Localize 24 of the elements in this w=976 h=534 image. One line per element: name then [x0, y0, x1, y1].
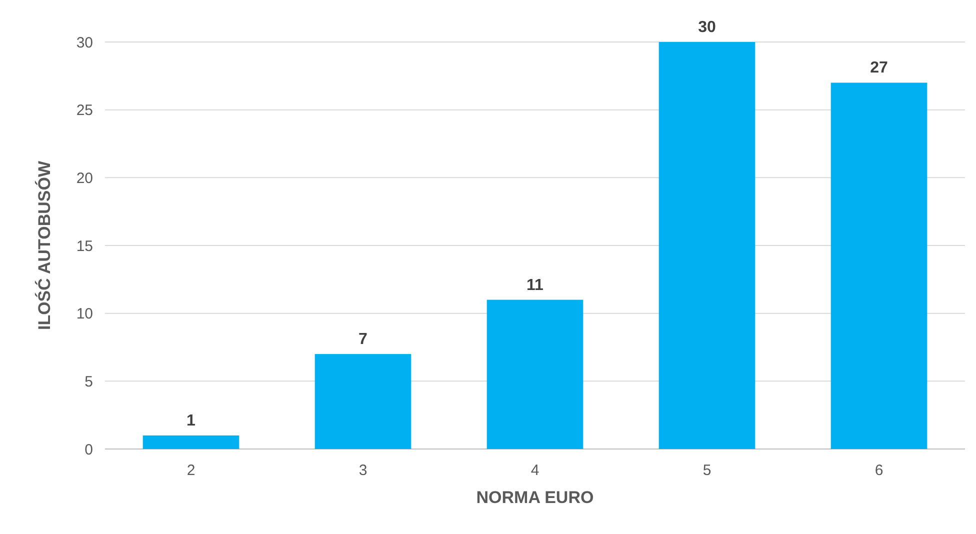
- y-tick-label: 20: [76, 170, 93, 187]
- bar: [314, 354, 412, 449]
- data-label: 1: [186, 412, 196, 430]
- bar: [830, 82, 928, 449]
- bar: [142, 435, 240, 449]
- x-tick-label: 2: [186, 462, 196, 479]
- y-tick-label: 10: [76, 306, 93, 323]
- bar: [658, 42, 756, 449]
- data-label: 11: [526, 276, 544, 294]
- data-label: 30: [698, 19, 716, 36]
- y-tick-label: 0: [84, 441, 93, 458]
- x-tick-label: 6: [874, 462, 884, 479]
- bar: [486, 300, 584, 449]
- y-tick-label: 5: [84, 373, 93, 390]
- data-label: 7: [358, 331, 368, 348]
- data-label: 27: [870, 60, 888, 77]
- x-tick-label: 5: [702, 462, 712, 479]
- y-tick-label: 15: [76, 238, 93, 255]
- y-tick-label: 25: [76, 102, 93, 120]
- x-axis-title: NORMA EURO: [476, 488, 594, 507]
- x-tick-label: 4: [530, 462, 540, 479]
- y-axis-title: ILOŚĆ AUTOBUSÓW: [34, 160, 54, 330]
- y-tick-label: 30: [76, 34, 93, 52]
- x-tick-label: 3: [358, 462, 368, 479]
